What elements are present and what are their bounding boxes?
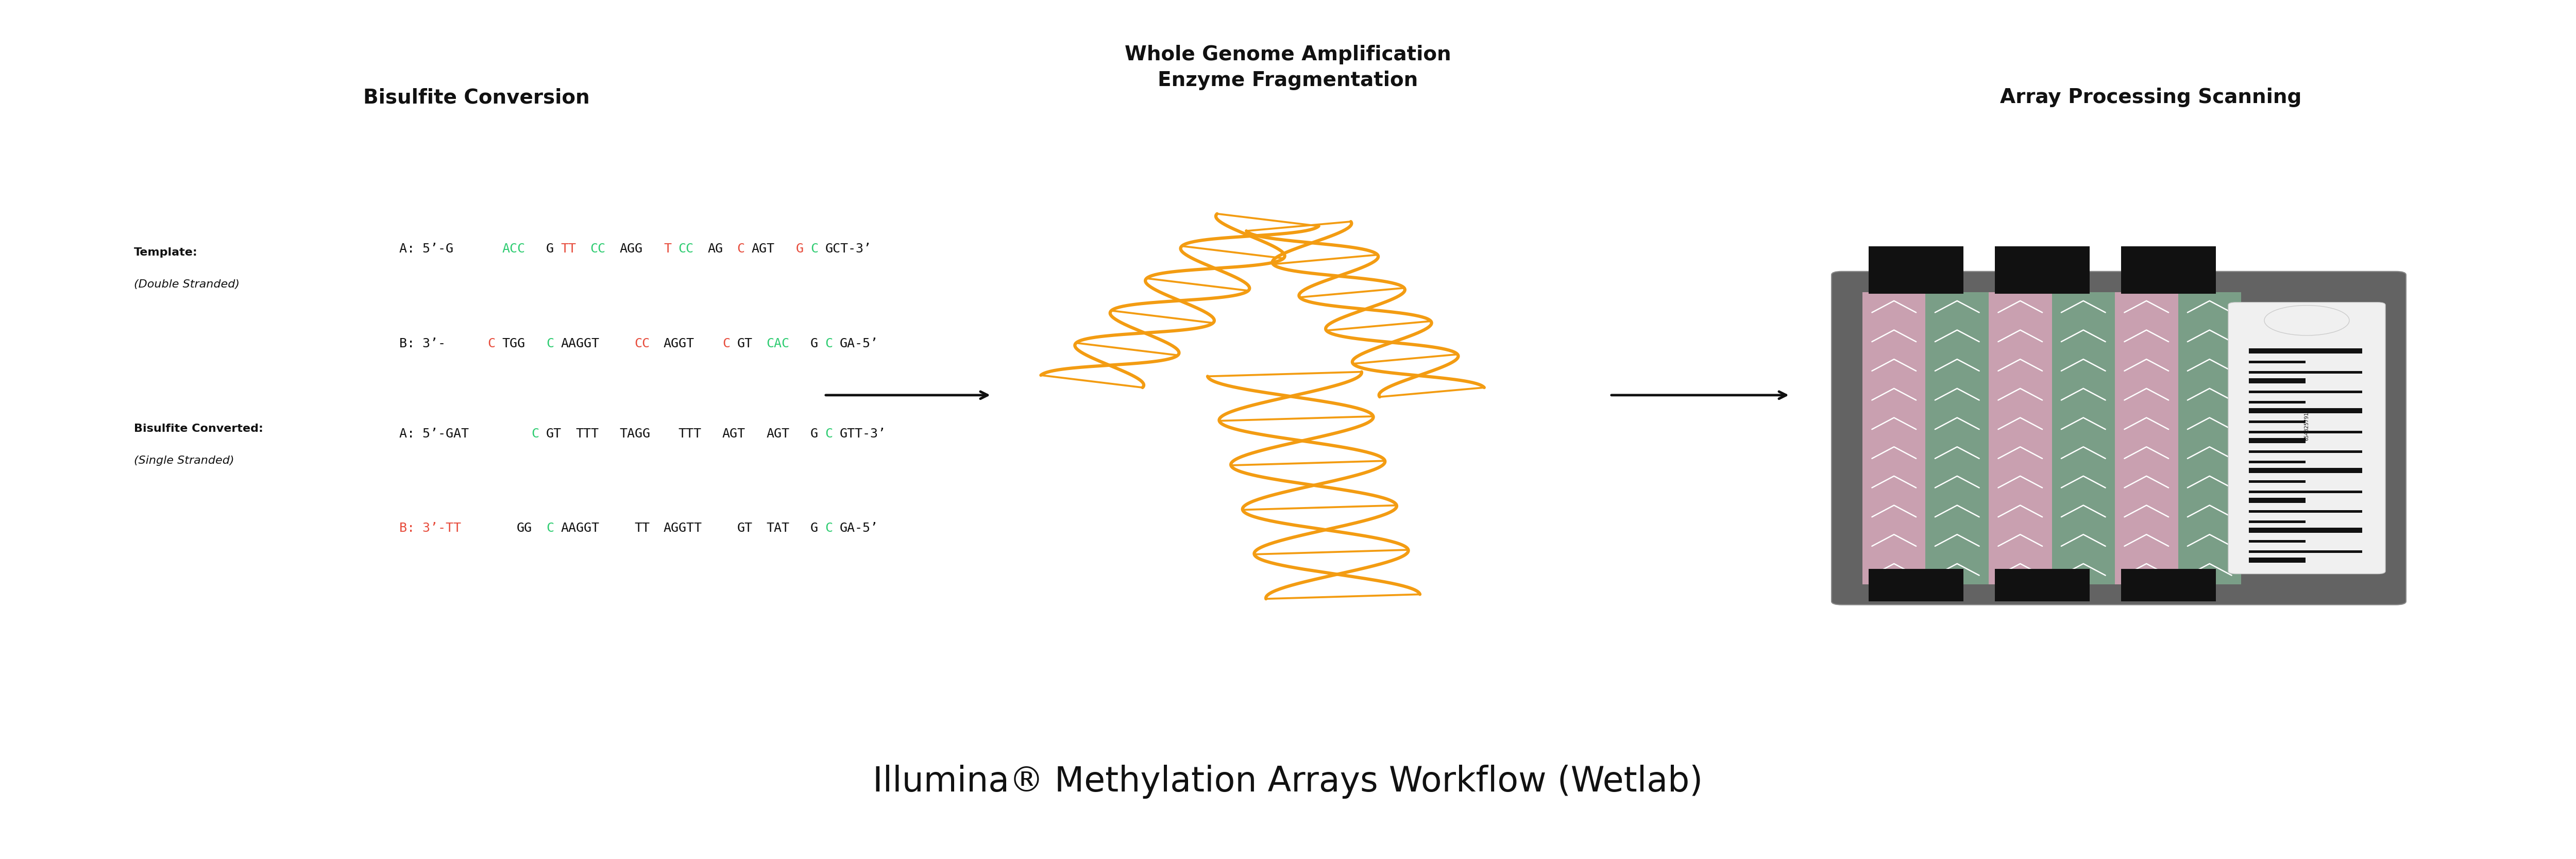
Bar bbox=[1868, 569, 1963, 601]
Text: G: G bbox=[546, 243, 554, 255]
Text: AAGGT: AAGGT bbox=[562, 522, 600, 534]
Text: GG: GG bbox=[518, 522, 533, 534]
Text: C: C bbox=[824, 428, 832, 440]
Bar bbox=[1868, 247, 1963, 294]
Text: C: C bbox=[721, 338, 729, 350]
Text: AGT: AGT bbox=[752, 243, 775, 255]
Text: C: C bbox=[824, 338, 832, 350]
Bar bbox=[2249, 408, 2362, 413]
Text: CC: CC bbox=[677, 243, 693, 255]
Text: C: C bbox=[737, 243, 744, 255]
Text: TTT: TTT bbox=[677, 428, 701, 440]
Bar bbox=[2249, 401, 2306, 404]
Bar bbox=[2249, 371, 2362, 374]
Bar bbox=[2249, 430, 2362, 433]
Text: G: G bbox=[811, 522, 819, 534]
Text: C: C bbox=[546, 338, 554, 350]
Text: (Double Stranded): (Double Stranded) bbox=[134, 279, 240, 289]
Text: 6548257910: 6548257910 bbox=[2303, 409, 2308, 441]
Bar bbox=[1994, 247, 2089, 294]
Bar bbox=[2249, 421, 2306, 423]
Bar bbox=[2249, 361, 2306, 363]
Bar bbox=[2249, 480, 2306, 483]
Text: GCT-3’: GCT-3’ bbox=[824, 243, 871, 255]
Bar bbox=[2249, 391, 2362, 393]
Bar bbox=[2249, 510, 2362, 513]
Text: A: 5’-GAT: A: 5’-GAT bbox=[399, 428, 469, 440]
Text: (Single Stranded): (Single Stranded) bbox=[134, 455, 234, 466]
Text: Bisulfite Conversion: Bisulfite Conversion bbox=[363, 88, 590, 107]
Text: AGGT: AGGT bbox=[665, 338, 696, 350]
Text: B: 3’-TT: B: 3’-TT bbox=[399, 522, 461, 534]
FancyBboxPatch shape bbox=[1832, 271, 2406, 605]
Bar bbox=[2249, 438, 2306, 443]
Text: C: C bbox=[531, 428, 538, 440]
Text: CC: CC bbox=[634, 338, 649, 350]
Text: T: T bbox=[665, 243, 672, 255]
Text: TAGG: TAGG bbox=[621, 428, 649, 440]
Bar bbox=[1924, 292, 1989, 584]
Text: TTT: TTT bbox=[574, 428, 598, 440]
Text: GT: GT bbox=[546, 428, 562, 440]
Bar bbox=[2120, 247, 2215, 294]
Text: Illumina® Methylation Arrays Workflow (Wetlab): Illumina® Methylation Arrays Workflow (W… bbox=[873, 765, 1703, 799]
Bar bbox=[1994, 569, 2089, 601]
Bar bbox=[2249, 460, 2306, 463]
Text: AAGGT: AAGGT bbox=[562, 338, 600, 350]
Text: CC: CC bbox=[590, 243, 605, 255]
Text: AGT: AGT bbox=[721, 428, 744, 440]
Bar bbox=[2249, 527, 2362, 533]
Text: C: C bbox=[811, 243, 819, 255]
Text: C: C bbox=[824, 522, 832, 534]
Bar bbox=[2249, 497, 2306, 503]
Text: GT: GT bbox=[737, 522, 752, 534]
Text: C: C bbox=[487, 338, 495, 350]
Text: Array Processing Scanning: Array Processing Scanning bbox=[1999, 88, 2303, 107]
Bar bbox=[2249, 451, 2362, 454]
FancyBboxPatch shape bbox=[2228, 302, 2385, 574]
Bar bbox=[2249, 521, 2306, 523]
Ellipse shape bbox=[2264, 306, 2349, 336]
Bar bbox=[2249, 550, 2362, 552]
Text: Bisulfite Converted:: Bisulfite Converted: bbox=[134, 423, 263, 434]
Bar bbox=[2050, 292, 2115, 584]
Text: Whole Genome Amplification
Enzyme Fragmentation: Whole Genome Amplification Enzyme Fragme… bbox=[1126, 45, 1450, 90]
Text: GTT-3’: GTT-3’ bbox=[840, 428, 886, 440]
Text: TAT: TAT bbox=[768, 522, 791, 534]
Text: GA-5’: GA-5’ bbox=[840, 522, 878, 534]
Bar bbox=[2249, 490, 2362, 493]
Text: GA-5’: GA-5’ bbox=[840, 338, 878, 350]
Text: Template:: Template: bbox=[134, 247, 198, 258]
Text: GT: GT bbox=[737, 338, 752, 350]
Text: AGT: AGT bbox=[768, 428, 788, 440]
Bar bbox=[1862, 292, 2241, 584]
Text: CAC: CAC bbox=[768, 338, 791, 350]
Text: AG: AG bbox=[708, 243, 724, 255]
Text: TT: TT bbox=[634, 522, 649, 534]
Text: G: G bbox=[811, 428, 819, 440]
Text: A: 5’-G: A: 5’-G bbox=[399, 243, 453, 255]
Bar bbox=[2179, 292, 2241, 584]
Text: G: G bbox=[811, 338, 819, 350]
Text: ACC: ACC bbox=[502, 243, 526, 255]
Bar bbox=[2249, 557, 2306, 563]
Text: TGG: TGG bbox=[502, 338, 526, 350]
Bar bbox=[2249, 540, 2306, 543]
Bar bbox=[2249, 378, 2306, 383]
Bar bbox=[1862, 292, 1927, 584]
Bar bbox=[2115, 292, 2179, 584]
Text: G: G bbox=[796, 243, 804, 255]
Text: C: C bbox=[546, 522, 554, 534]
Text: AGG: AGG bbox=[621, 243, 644, 255]
Text: AGGTT: AGGTT bbox=[665, 522, 703, 534]
Bar bbox=[2120, 569, 2215, 601]
Text: TT: TT bbox=[562, 243, 577, 255]
Text: B: 3’-: B: 3’- bbox=[399, 338, 446, 350]
Bar bbox=[1989, 292, 2050, 584]
Bar bbox=[2249, 468, 2362, 473]
Bar bbox=[2249, 349, 2362, 354]
